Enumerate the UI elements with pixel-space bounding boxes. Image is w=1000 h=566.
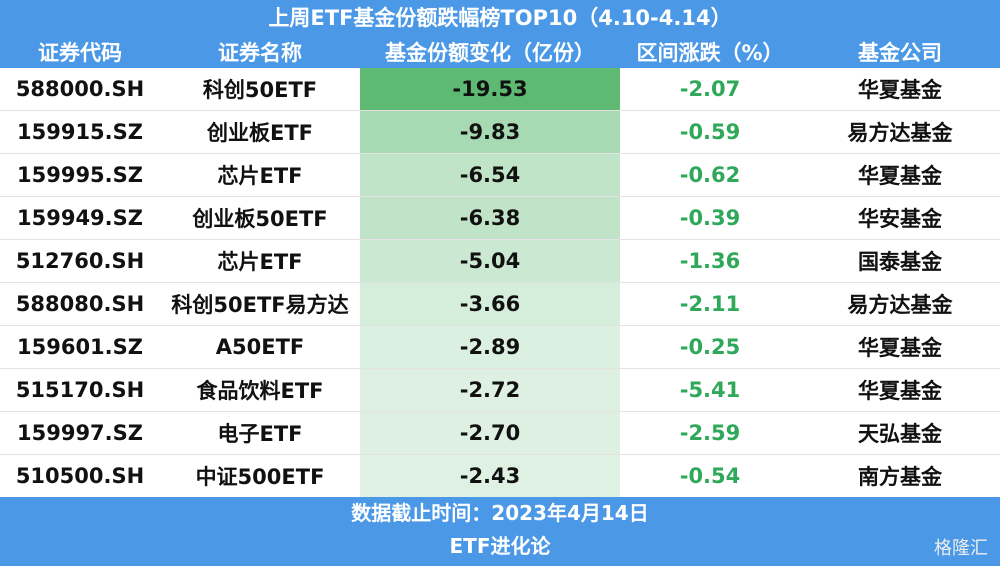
table-cell: -0.59 xyxy=(620,110,800,154)
table-cell: 中证500ETF xyxy=(160,454,360,498)
table-cell: -2.89 xyxy=(360,325,620,369)
table-row: 510500.SH 中证500ETF -2.43 -0.54 南方基金 xyxy=(0,454,1000,498)
table-cell: -6.54 xyxy=(360,153,620,197)
table-cell: 南方基金 xyxy=(800,454,1000,498)
table-cell: -2.43 xyxy=(360,454,620,498)
table-cell: 科创50ETF易方达 xyxy=(160,282,360,326)
table-row: 159949.SZ 创业板50ETF -6.38 -0.39 华安基金 xyxy=(0,196,1000,240)
table-cell: 天弘基金 xyxy=(800,411,1000,455)
watermark: 格隆汇 xyxy=(934,538,988,559)
header-cell: 区间涨跌（%） xyxy=(620,36,800,68)
table-row: 512760.SH 芯片ETF -5.04 -1.36 国泰基金 xyxy=(0,239,1000,283)
table-cell: 易方达基金 xyxy=(800,282,1000,326)
table-row: 588080.SH 科创50ETF易方达 -3.66 -2.11 易方达基金 xyxy=(0,282,1000,326)
table-cell: 159997.SZ xyxy=(0,411,160,455)
table-cell: -2.70 xyxy=(360,411,620,455)
table-cell: -0.62 xyxy=(620,153,800,197)
table-cell: 华安基金 xyxy=(800,196,1000,240)
header-row: 证券代码 证券名称 基金份额变化（亿份） 区间涨跌（%） 基金公司 xyxy=(0,36,1000,68)
table-cell: 512760.SH xyxy=(0,239,160,283)
footer-source: ETF进化论 xyxy=(449,534,551,558)
table-cell: 515170.SH xyxy=(0,368,160,412)
table-cell: -19.53 xyxy=(360,68,620,111)
table-row: 159995.SZ 芯片ETF -6.54 -0.62 华夏基金 xyxy=(0,153,1000,197)
title: 上周ETF基金份额跌幅榜TOP10（4.10-4.14） xyxy=(0,0,1000,36)
table-cell: -0.39 xyxy=(620,196,800,240)
table-cell: 510500.SH xyxy=(0,454,160,498)
table-cell: 华夏基金 xyxy=(800,68,1000,111)
table-cell: 食品饮料ETF xyxy=(160,368,360,412)
table-cell: -5.41 xyxy=(620,368,800,412)
header-cell: 证券代码 xyxy=(0,36,160,68)
table: 证券代码 证券名称 基金份额变化（亿份） 区间涨跌（%） 基金公司 588000.SH 科… xyxy=(0,36,1000,498)
table-row: 159601.SZ A50ETF -2.89 -0.25 华夏基金 xyxy=(0,325,1000,369)
table-cell: 创业板50ETF xyxy=(160,196,360,240)
table-cell: 159915.SZ xyxy=(0,110,160,154)
table-row: 515170.SH 食品饮料ETF -2.72 -5.41 华夏基金 xyxy=(0,368,1000,412)
table-cell: 华夏基金 xyxy=(800,153,1000,197)
table-row: 159997.SZ 电子ETF -2.70 -2.59 天弘基金 xyxy=(0,411,1000,455)
header-cell: 基金公司 xyxy=(800,36,1000,68)
table-cell: 电子ETF xyxy=(160,411,360,455)
table-cell: 芯片ETF xyxy=(160,153,360,197)
table-cell: 华夏基金 xyxy=(800,368,1000,412)
table-cell: -2.11 xyxy=(620,282,800,326)
table-cell: 创业板ETF xyxy=(160,110,360,154)
header-cell: 证券名称 xyxy=(160,36,360,68)
table-cell: -0.25 xyxy=(620,325,800,369)
table-cell: 易方达基金 xyxy=(800,110,1000,154)
table-cell: 159601.SZ xyxy=(0,325,160,369)
table-cell: -1.36 xyxy=(620,239,800,283)
table-cell: A50ETF xyxy=(160,325,360,369)
table-cell: 华夏基金 xyxy=(800,325,1000,369)
table-cell: 159949.SZ xyxy=(0,196,160,240)
table-cell: 588000.SH xyxy=(0,68,160,111)
table-cell: -5.04 xyxy=(360,239,620,283)
table-cell: -6.38 xyxy=(360,196,620,240)
table-cell: 科创50ETF xyxy=(160,68,360,111)
table-cell: -9.83 xyxy=(360,110,620,154)
table-cell: 国泰基金 xyxy=(800,239,1000,283)
table-cell: 芯片ETF xyxy=(160,239,360,283)
header-cell: 基金份额变化（亿份） xyxy=(360,36,620,68)
table-row: 588000.SH 科创50ETF -19.53 -2.07 华夏基金 xyxy=(0,68,1000,111)
table-row: 159915.SZ 创业板ETF -9.83 -0.59 易方达基金 xyxy=(0,110,1000,154)
table-cell: -3.66 xyxy=(360,282,620,326)
table-cell: 159995.SZ xyxy=(0,153,160,197)
table-cell: -2.07 xyxy=(620,68,800,111)
table-cell: 588080.SH xyxy=(0,282,160,326)
footer-date: 数据截止时间：2023年4月14日 xyxy=(351,501,649,525)
table-body: 588000.SH 科创50ETF -19.53 -2.07 华夏基金 159915.SZ… xyxy=(0,68,1000,498)
footer: 数据截止时间：2023年4月14日 ETF进化论 xyxy=(0,497,1000,566)
table-cell: -0.54 xyxy=(620,454,800,498)
table-cell: -2.72 xyxy=(360,368,620,412)
table-cell: -2.59 xyxy=(620,411,800,455)
